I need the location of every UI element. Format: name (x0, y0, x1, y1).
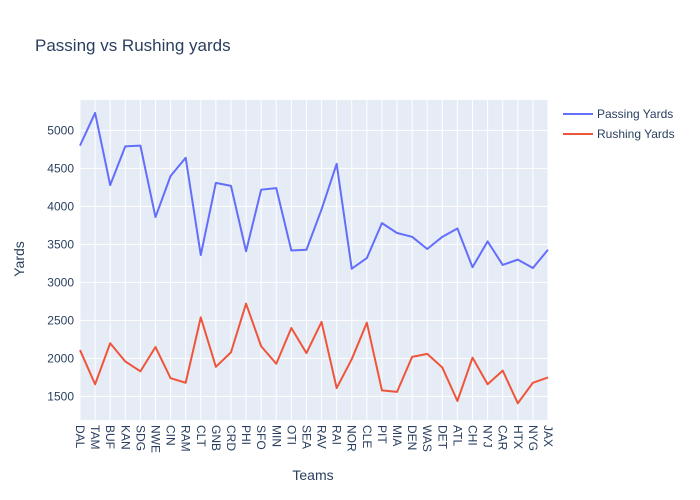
x-tick-label: SEA (299, 425, 313, 449)
x-tick-label: CAR (496, 425, 510, 451)
x-tick-label: WAS (420, 425, 434, 452)
x-axis-title: Teams (292, 467, 333, 483)
x-tick-label: NWE (148, 425, 162, 453)
x-tick-label: NYJ (481, 425, 495, 448)
x-tick-label: MIN (269, 425, 283, 447)
x-tick-label: ATL (450, 425, 464, 446)
y-tick-label: 2500 (47, 313, 74, 327)
y-tick-label: 1500 (47, 389, 74, 403)
y-tick-label: 5000 (47, 123, 74, 137)
y-tick-label: 4000 (47, 199, 74, 213)
x-tick-label: SFO (254, 425, 268, 450)
x-tick-label: RAV (315, 425, 329, 449)
x-tick-label: TAM (88, 425, 102, 449)
y-tick-label: 3000 (47, 275, 74, 289)
x-tick-label: CLE (360, 425, 374, 448)
x-tick-label: CHI (466, 425, 480, 446)
y-tick-label: 3500 (47, 237, 74, 251)
x-tick-label: KAN (118, 425, 132, 450)
legend[interactable]: Passing Yards Rushing Yards (563, 107, 675, 141)
x-tick-label: NOR (345, 425, 359, 452)
y-tick-label: 2000 (47, 351, 74, 365)
x-tick-label: PIT (375, 425, 389, 444)
y-tick-label: 4500 (47, 161, 74, 175)
x-tick-label: CRD (224, 425, 238, 451)
legend-label: Rushing Yards (597, 127, 675, 141)
x-tick-label: OTI (284, 425, 298, 445)
series-lines (79, 111, 549, 405)
x-tick-label: MIA (390, 425, 404, 446)
y-axis-title: Yards (11, 241, 27, 277)
legend-item-rushing-yards[interactable]: Rushing Yards (563, 127, 675, 141)
x-tick-label: CIN (164, 425, 178, 446)
series-line-rushing-yards (79, 302, 549, 405)
x-tick-label: BUF (103, 425, 117, 449)
x-tick-label: DAL (73, 425, 87, 449)
x-tick-label: CLT (194, 425, 208, 447)
legend-item-passing-yards[interactable]: Passing Yards (563, 107, 673, 121)
x-tick-label: PHI (239, 425, 253, 445)
x-tick-label: RAI (330, 425, 344, 445)
x-tick-label: SDG (133, 425, 147, 451)
chart-title: Passing vs Rushing yards (35, 36, 231, 55)
x-tick-label: HTX (511, 425, 525, 449)
y-tick-labels: 1500 2000 2500 3000 3500 4000 4500 5000 (47, 123, 74, 403)
x-tick-label: GNB (209, 425, 223, 451)
x-tick-label: DEN (405, 425, 419, 450)
x-tick-label: RAM (179, 425, 193, 452)
x-tick-labels: DAL TAM BUF KAN SDG NWE CIN RAM CLT GNB CRD PHI SFO M… (73, 425, 555, 453)
series-line-passing-yards (79, 111, 549, 270)
x-tick-label: DET (435, 425, 449, 450)
x-tick-label: JAX (541, 425, 555, 447)
legend-label: Passing Yards (597, 107, 673, 121)
x-tick-label: NYG (526, 425, 540, 451)
